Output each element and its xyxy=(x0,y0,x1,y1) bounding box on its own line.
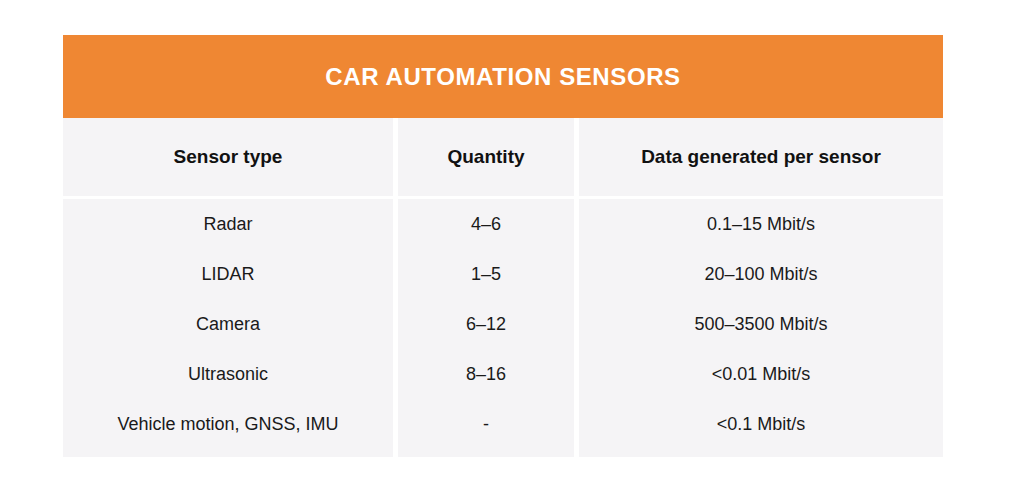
table-title-bar: CAR AUTOMATION SENSORS xyxy=(63,35,943,118)
quantity-cell: - xyxy=(398,399,574,449)
sensor-type-cell: Camera xyxy=(63,299,393,349)
data-rate-cell: 500–3500 Mbit/s xyxy=(579,299,943,349)
page: CAR AUTOMATION SENSORS Sensor type Quant… xyxy=(0,0,1011,504)
table-header-row: Sensor type Quantity Data generated per … xyxy=(63,118,943,196)
data-rate-cell: 20–100 Mbit/s xyxy=(579,249,943,299)
footer-strip-cell xyxy=(398,449,574,457)
quantity-cell: 8–16 xyxy=(398,349,574,399)
table-title: CAR AUTOMATION SENSORS xyxy=(325,63,680,91)
sensor-type-cell: Radar xyxy=(63,199,393,249)
table-row: Radar 4–6 0.1–15 Mbit/s xyxy=(63,199,943,249)
col-header-data-rate: Data generated per sensor xyxy=(579,118,943,196)
sensor-type-cell: Vehicle motion, GNSS, IMU xyxy=(63,399,393,449)
table-row: Vehicle motion, GNSS, IMU - <0.1 Mbit/s xyxy=(63,399,943,449)
sensor-type-cell: Ultrasonic xyxy=(63,349,393,399)
data-rate-cell: <0.01 Mbit/s xyxy=(579,349,943,399)
sensor-type-cell: LIDAR xyxy=(63,249,393,299)
table-footer-strip xyxy=(63,449,943,457)
quantity-cell: 4–6 xyxy=(398,199,574,249)
col-header-sensor-type: Sensor type xyxy=(63,118,393,196)
data-rate-cell: <0.1 Mbit/s xyxy=(579,399,943,449)
quantity-cell: 1–5 xyxy=(398,249,574,299)
quantity-cell: 6–12 xyxy=(398,299,574,349)
data-rate-cell: 0.1–15 Mbit/s xyxy=(579,199,943,249)
footer-strip-cell xyxy=(63,449,393,457)
table-row: LIDAR 1–5 20–100 Mbit/s xyxy=(63,249,943,299)
col-header-quantity: Quantity xyxy=(398,118,574,196)
footer-strip-cell xyxy=(579,449,943,457)
car-automation-sensors-table: CAR AUTOMATION SENSORS Sensor type Quant… xyxy=(63,35,943,457)
table-row: Camera 6–12 500–3500 Mbit/s xyxy=(63,299,943,349)
table-row: Ultrasonic 8–16 <0.01 Mbit/s xyxy=(63,349,943,399)
